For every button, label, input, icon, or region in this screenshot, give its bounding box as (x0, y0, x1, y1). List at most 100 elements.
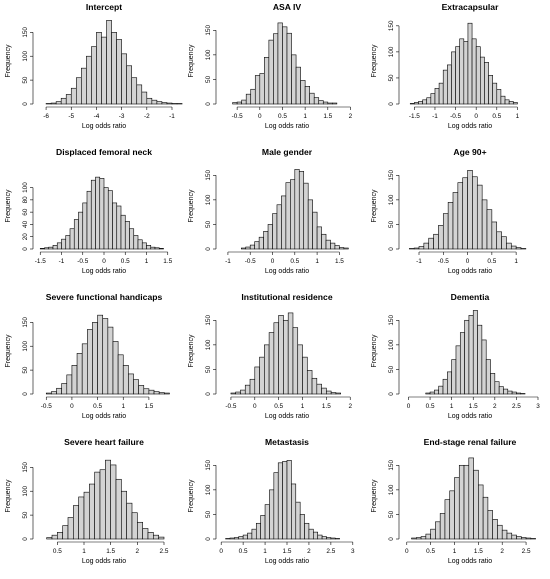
histogram-bar (240, 247, 247, 250)
histogram-bar (281, 195, 287, 250)
histogram-bar (525, 537, 532, 540)
histogram-bar (154, 247, 160, 250)
y-tick-label: 50 (388, 220, 395, 228)
x-tick-label: 0.5 (121, 258, 130, 265)
histogram-bar (503, 388, 509, 395)
histogram-bar (263, 231, 269, 250)
histogram-bar (141, 91, 148, 105)
histogram-bar (141, 242, 147, 250)
histogram-bar (486, 209, 493, 250)
histogram-bar (430, 93, 436, 105)
chart-title: Male gender (262, 147, 313, 157)
x-tick-label: -3 (119, 113, 125, 120)
x-tick-label: 1 (121, 403, 125, 410)
histogram-bar (164, 392, 170, 395)
histogram-bar (148, 389, 155, 395)
x-axis-label: Log odds ratio (448, 413, 492, 420)
histogram-bar (232, 102, 238, 105)
x-tick-label: 2 (500, 548, 504, 555)
x-tick-label: 1 (82, 548, 86, 555)
histogram-panel: Intercept -6 -5 -4 -3 -2 -1 0 50 100 150 Log odds r… (0, 0, 183, 144)
histogram-svg: End-stage renal failure 0 0.5 1 1.5 2 2.5 0 50 10… (371, 437, 536, 565)
histogram-bar (96, 32, 102, 105)
x-tick-label: 0.5 (492, 113, 501, 120)
histogram-bar (416, 537, 422, 540)
histogram-bar (116, 39, 122, 105)
histogram-bar (298, 171, 305, 250)
histogram-bar (81, 67, 87, 105)
histogram-bar (245, 246, 251, 250)
histogram-bar (50, 102, 57, 105)
histogram-bar (321, 536, 327, 540)
histogram-bar (146, 245, 152, 250)
histogram-bar (61, 383, 68, 395)
y-tick-label: 0 (205, 537, 212, 541)
histogram-bar (73, 219, 79, 250)
x-tick-label: 1 (514, 258, 518, 265)
histogram-bar (297, 344, 303, 395)
histogram-bar (339, 247, 345, 250)
histogram-bar (321, 233, 327, 250)
x-tick-label: 0 (253, 403, 257, 410)
y-tick-label: 0 (388, 102, 395, 106)
x-tick-label: 2.5 (512, 403, 521, 410)
histogram-bar (304, 522, 310, 540)
x-tick-label: 0 (474, 113, 478, 120)
histogram-panel: Metastasis 0 0.5 1 1.5 2 2.5 3 0 50 100 150 Log odds… (183, 435, 366, 579)
histogram-bar (124, 221, 130, 250)
y-tick-label: 100 (205, 194, 212, 205)
histogram-bar (101, 36, 107, 105)
x-tick-label: 2.5 (326, 548, 335, 555)
histogram-svg: Dementia 0 0.5 1 1.5 2 2.5 3 0 50 100 150 Log odds r… (371, 292, 540, 420)
x-tick-label: 2 (136, 548, 140, 555)
histogram-bar (254, 241, 260, 250)
y-axis-label: Frequency (188, 44, 195, 78)
y-tick-label: 150 (388, 460, 395, 471)
x-axis-label: Log odds ratio (265, 413, 309, 420)
histogram-bar (454, 477, 460, 540)
histogram-bar (452, 192, 459, 250)
histogram-panel: Severe heart failure 0.5 1 1.5 2 2.5 0 50 100 150… (0, 435, 183, 579)
histogram-bar (294, 169, 300, 250)
chart-title: Intercept (86, 2, 122, 12)
histogram-bar (156, 101, 163, 105)
histogram-bar (306, 370, 313, 395)
histogram-bar (438, 225, 444, 250)
histogram-bar (65, 235, 71, 250)
histogram-bar (102, 318, 109, 395)
x-tick-label: 2 (349, 113, 353, 120)
histogram-bar (136, 84, 143, 105)
histogram-bar (286, 460, 292, 540)
histogram-bar (249, 244, 255, 250)
histogram-bar (89, 483, 95, 540)
histogram-bar (473, 469, 479, 540)
x-tick-label: -1 (169, 113, 175, 120)
histogram-bar (45, 392, 52, 395)
histogram-bar (264, 344, 270, 395)
y-tick-label: 80 (22, 196, 29, 204)
histogram-bar (490, 373, 496, 395)
histogram-bar (449, 490, 455, 540)
x-tick-label: -1 (416, 258, 422, 265)
x-tick-label: 0.5 (487, 258, 496, 265)
x-tick-label: 1 (145, 258, 149, 265)
histogram-bar (492, 519, 498, 540)
y-tick-label: 0 (22, 102, 29, 106)
chart-title: Institutional residence (241, 292, 332, 302)
histogram-bar (133, 379, 139, 395)
histogram-bar (60, 97, 67, 105)
histogram-bar (475, 46, 481, 105)
histogram-bar (99, 469, 106, 540)
histogram-bar (250, 88, 256, 105)
histogram-bar (442, 69, 448, 105)
y-tick-label: 150 (205, 460, 212, 471)
histogram-bar (272, 213, 278, 250)
x-tick-label: 0.5 (278, 113, 287, 120)
histogram-bar (229, 537, 235, 540)
histogram-bar (481, 199, 488, 250)
x-tick-label: -4 (94, 113, 100, 120)
histogram-bar (128, 373, 134, 395)
histogram-bar (487, 510, 493, 540)
x-tick-label: 0.5 (426, 548, 435, 555)
x-tick-label: 0 (219, 548, 223, 555)
